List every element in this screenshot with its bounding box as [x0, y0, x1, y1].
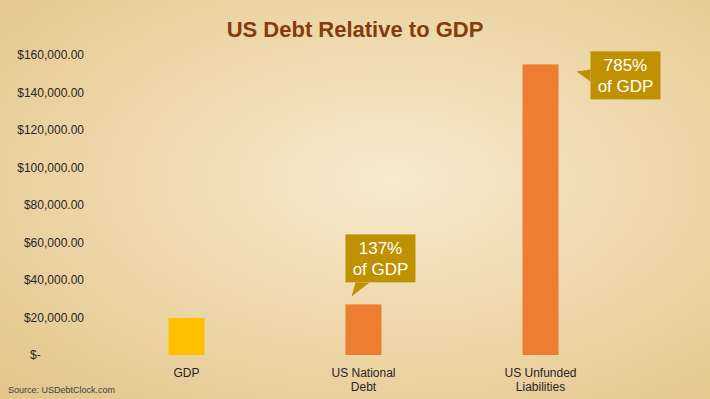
- y-axis: $- $20,000.00 $40,000.00 $60,000.00 $80,000.…: [17, 48, 95, 362]
- label-line: US Unfunded: [504, 366, 576, 380]
- annotation-line: of GDP: [353, 260, 409, 279]
- x-tick-label: US UnfundedLiabilities: [504, 366, 576, 394]
- y-tick-label: $80,000.00: [24, 198, 84, 212]
- y-tick-label: $20,000.00: [24, 311, 84, 325]
- label-line: GDP: [173, 366, 199, 380]
- y-tick-label: $140,000.00: [17, 86, 84, 100]
- source: Source: USDebtClock.com: [8, 385, 115, 395]
- label-line: Liabilities: [516, 380, 565, 394]
- chart: US Debt Relative to GDP $- $20,000.00 $40,0…: [0, 0, 710, 399]
- annotation: 137% of GDP: [353, 239, 409, 279]
- callout: 785% of GDP: [577, 51, 661, 99]
- callout-box: [591, 51, 661, 99]
- annotation: 785% of GDP: [598, 56, 654, 96]
- callout-pointer: [352, 282, 370, 296]
- label-line: Debt: [351, 380, 377, 394]
- annotation-line: 785%: [604, 56, 647, 75]
- bar: [169, 318, 205, 355]
- y-tick-label: $160,000.00: [17, 48, 84, 62]
- callout: 137% of GDP: [346, 234, 416, 296]
- x-tick-label: US NationalDebt: [331, 366, 395, 394]
- title: US Debt Relative to GDP: [227, 17, 484, 42]
- annotation-line: 137%: [359, 239, 402, 258]
- bar: [346, 304, 382, 355]
- bars: [169, 64, 559, 355]
- bar: [523, 64, 559, 355]
- callout-pointer: [577, 69, 591, 81]
- y-tick-label: $100,000.00: [17, 161, 84, 175]
- annotation-line: of GDP: [598, 77, 654, 96]
- y-tick-label: $-: [30, 348, 41, 362]
- y-tick-label: $120,000.00: [17, 123, 84, 137]
- y-tick-label: $60,000.00: [24, 236, 84, 250]
- y-tick-label: $40,000.00: [24, 273, 84, 287]
- x-tick-label: GDP: [173, 366, 199, 380]
- callout-box: [346, 234, 416, 282]
- label-line: US National: [331, 366, 395, 380]
